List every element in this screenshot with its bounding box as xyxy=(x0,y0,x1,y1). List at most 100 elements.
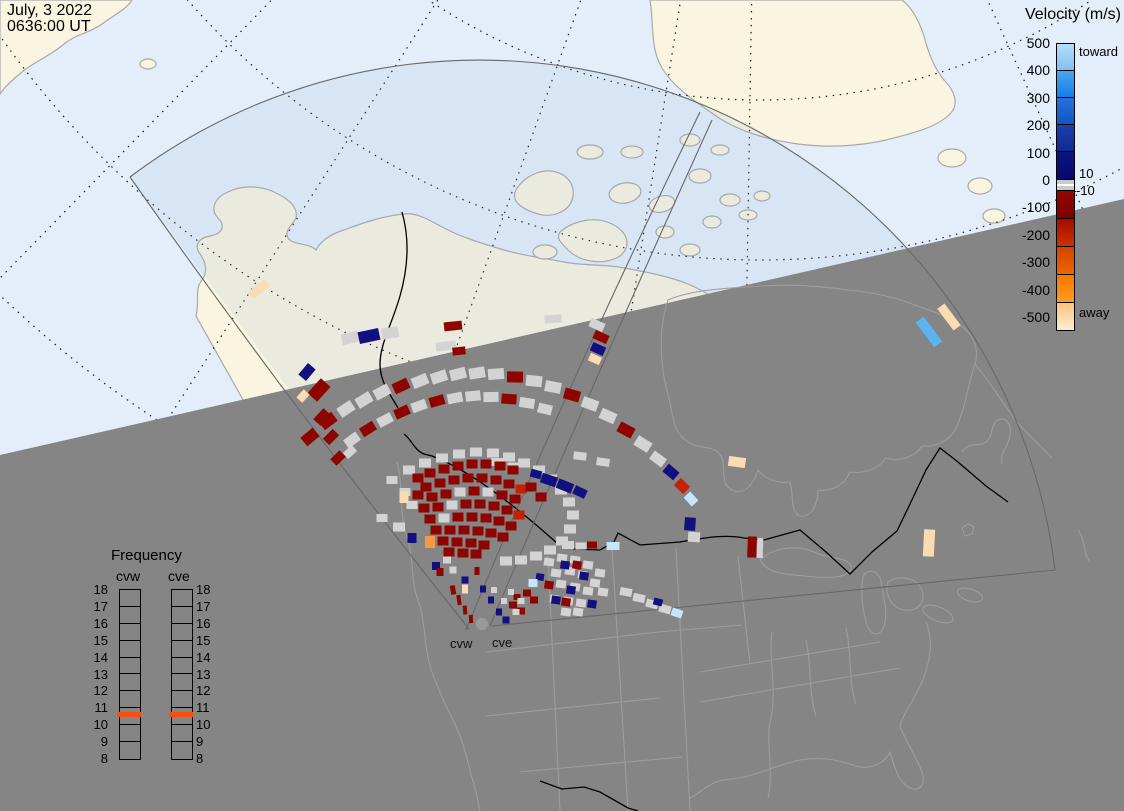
velocity-cell xyxy=(517,598,525,604)
velocity-cell xyxy=(937,303,961,331)
velocity-cell xyxy=(474,567,480,575)
velocity-cell xyxy=(435,340,457,352)
freq-bar-segment xyxy=(120,708,140,726)
lake-erie xyxy=(922,604,954,624)
velocity-cell xyxy=(443,556,451,564)
freq-bar-segment xyxy=(120,590,140,607)
frequency-scale-label: 16 xyxy=(93,615,108,631)
velocity-cell xyxy=(658,603,672,615)
velocity-cell xyxy=(501,505,513,515)
velocity-cell xyxy=(587,541,597,549)
radar-label-cve: cve xyxy=(492,635,513,650)
velocity-cell xyxy=(406,501,418,509)
velocity-cell xyxy=(572,485,588,499)
velocity-cell xyxy=(571,560,583,570)
velocity-cell xyxy=(606,542,620,550)
datetime-stamp: July, 3 2022 0636:00 UT xyxy=(7,3,92,35)
velocity-tick-label: -400 xyxy=(1021,281,1050,298)
velocity-tick-label: 300 xyxy=(1026,89,1050,106)
velocity-cell xyxy=(683,491,699,507)
velocity-cell xyxy=(496,608,502,616)
velocity-cell xyxy=(501,393,517,405)
velocity-cell xyxy=(562,387,582,403)
lake-michigan xyxy=(861,570,887,635)
freq-bar-segment xyxy=(120,624,140,641)
velocity-tick-label: 200 xyxy=(1026,117,1050,134)
velocity-tick-label: 500 xyxy=(1026,35,1050,51)
away-label: away xyxy=(1079,305,1110,320)
velocity-cell xyxy=(487,367,505,381)
state-border-v3 xyxy=(675,547,691,811)
freq-bar-segment xyxy=(120,607,140,624)
velocity-cell xyxy=(424,468,436,478)
velocity-cell xyxy=(470,447,482,457)
velocity-cell xyxy=(536,402,554,416)
colorbar-segment xyxy=(1057,190,1074,218)
velocity-cell xyxy=(372,383,392,401)
velocity-cell xyxy=(462,473,474,483)
velocity-cell xyxy=(756,537,764,559)
velocity-cell xyxy=(555,579,567,589)
velocity-cell xyxy=(466,459,478,469)
velocity-cell xyxy=(564,524,576,534)
frequency-scale-label: 10 xyxy=(196,717,211,733)
velocity-cell xyxy=(567,510,579,520)
velocity-cell xyxy=(491,587,497,593)
nova-scotia xyxy=(961,523,975,537)
velocity-cell xyxy=(300,427,320,447)
velocity-cell xyxy=(449,566,457,574)
velocity-cell xyxy=(502,616,510,624)
colorbar-segment xyxy=(1057,44,1074,70)
velocity-cell xyxy=(434,478,446,488)
velocity-cell xyxy=(482,487,494,497)
velocity-cell xyxy=(494,461,506,471)
velocity-tick-label: -300 xyxy=(1021,254,1050,271)
velocity-cell xyxy=(451,537,463,547)
velocity-cell xyxy=(648,450,668,468)
velocity-cell xyxy=(597,587,609,597)
freq-bar-segment xyxy=(172,725,192,743)
frequency-scale-label: 8 xyxy=(196,751,204,766)
velocity-cell xyxy=(493,516,505,526)
velocity-cell xyxy=(386,476,398,484)
velocity-cell xyxy=(419,458,431,468)
velocity-cell xyxy=(468,486,480,496)
east-border-2 xyxy=(845,627,857,705)
velocity-cell xyxy=(529,468,543,480)
velocity-cell xyxy=(496,490,508,500)
fov-right-edge xyxy=(491,569,1056,627)
labrador-coast xyxy=(974,363,1053,459)
velocity-cell xyxy=(420,482,432,492)
velocity-cell xyxy=(380,326,400,340)
land-victoria-island xyxy=(557,219,628,263)
velocity-cell xyxy=(448,366,468,382)
lake-superior xyxy=(759,547,853,579)
velocity-cell xyxy=(505,521,517,531)
velocity-cell xyxy=(589,578,601,588)
velocity-cell xyxy=(543,557,555,567)
velocity-cell xyxy=(480,585,486,593)
velocity-cell xyxy=(460,499,472,509)
velocity-cell xyxy=(915,316,943,348)
velocity-cell xyxy=(354,391,374,409)
velocity-cell xyxy=(535,492,547,502)
us-mexico-border xyxy=(539,780,639,811)
velocity-cell xyxy=(403,465,415,475)
velocity-cell xyxy=(559,560,571,570)
velocity-cell xyxy=(465,390,481,402)
frequency-scale-label: 18 xyxy=(196,582,211,597)
fov-cvw-right-edge xyxy=(465,111,701,631)
velocity-cell xyxy=(543,580,555,590)
velocity-cell xyxy=(462,605,468,615)
frequency-scale-label: 14 xyxy=(93,649,108,665)
frequency-legend-title: Frequency xyxy=(111,547,182,564)
velocity-cell xyxy=(458,525,470,535)
threshold-pos-label: 10 xyxy=(1079,166,1094,181)
velocity-cell xyxy=(544,545,556,555)
land-banks-island xyxy=(514,170,574,216)
velocity-cell xyxy=(483,391,499,403)
velocity-cell xyxy=(476,473,488,483)
velocity-cell xyxy=(440,489,452,499)
frequency-scale-label: 10 xyxy=(93,717,108,733)
